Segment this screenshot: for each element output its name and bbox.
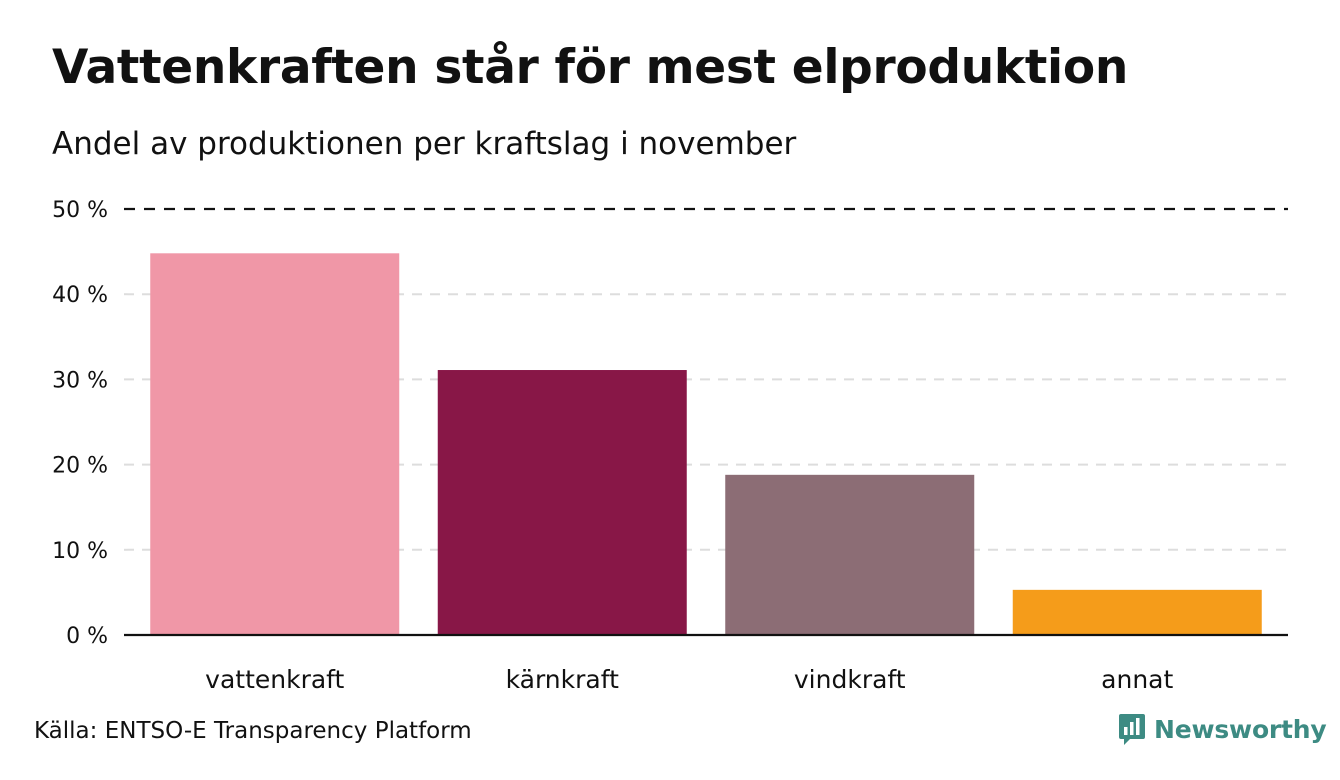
bar-kärnkraft: [437, 370, 687, 635]
y-tick-label: 50 %: [52, 198, 108, 223]
x-tick-label: kärnkraft: [506, 665, 619, 694]
brand-logo: Newsworthy: [1118, 712, 1327, 746]
x-tick-label: vattenkraft: [205, 665, 344, 694]
bar-vattenkraft: [150, 253, 400, 635]
y-tick-label: 30 %: [52, 368, 108, 393]
y-tick-label: 10 %: [52, 539, 108, 564]
y-tick-label: 0 %: [66, 624, 108, 649]
chart-title: Vattenkraften står för mest elproduktion: [52, 40, 1128, 95]
bar-annat: [1012, 589, 1262, 635]
y-tick-label: 20 %: [52, 454, 108, 479]
chart-subtitle: Andel av produktionen per kraftslag i no…: [52, 126, 797, 162]
brand-name: Newsworthy: [1154, 714, 1327, 744]
bar-vindkraft: [725, 474, 975, 635]
x-tick-label: annat: [1101, 665, 1173, 694]
newsworthy-logo-icon: [1119, 714, 1145, 745]
x-tick-label: vindkraft: [794, 665, 906, 694]
source-note: Källa: ENTSO-E Transparency Platform: [34, 718, 472, 744]
y-tick-label: 40 %: [52, 283, 108, 308]
bar-chart: 0 % 10 % 20 % 30 % 40 % 50 % vattenkraft kärnkr…: [52, 198, 1288, 694]
